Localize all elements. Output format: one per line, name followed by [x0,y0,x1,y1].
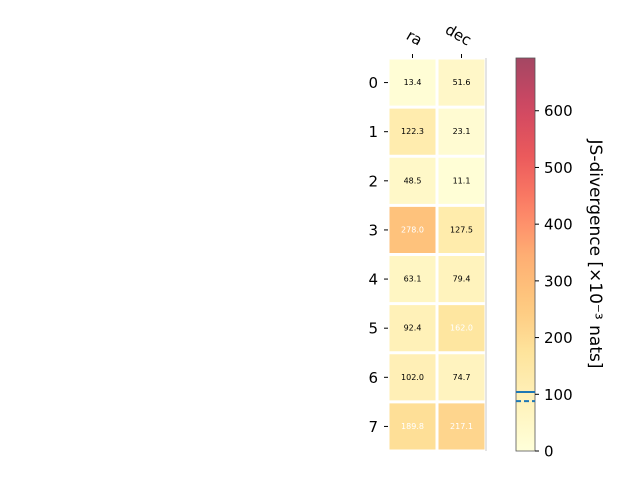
heatmap-cell-3-ra [389,206,436,253]
row-tick-label: 3 [368,221,378,239]
cell-value-label: 102.0 [401,373,424,382]
cell-value-label: 162.0 [450,324,473,333]
heatmap-cell-5-ra [389,305,436,352]
cell-value-label: 63.1 [404,275,422,284]
heatmap-cell-0-dec [438,59,485,106]
heatmap-cell-5-dec [438,305,485,352]
column-tick-label: ra [403,26,425,49]
cell-value-label: 189.8 [401,422,424,431]
cell-value-label: 79.4 [453,275,471,284]
row-tick-label: 4 [368,271,378,289]
row-tick-label: 5 [368,320,378,338]
colorbar: 0 100 200 300 400 500 600 [515,57,573,461]
cell-value-label: 11.1 [453,176,471,185]
cell-value-label: 278.0 [401,225,424,234]
cell-value-label: 217.1 [450,422,473,431]
heatmap-cells [389,59,485,450]
colorbar-tick-label: 200 [544,329,573,347]
cell-value-label: 51.6 [453,78,471,87]
heatmap-cell-7-ra [389,403,436,450]
colorbar-gradient [515,57,536,452]
column-tick-label: dec [442,20,474,49]
colorbar-tick-label: 600 [544,102,573,120]
cell-value-label: 48.5 [404,176,422,185]
heatmap-cell-4-dec [438,256,485,303]
row-tick-label: 6 [368,369,378,387]
row-tick-label: 7 [368,418,378,436]
cell-value-label: 23.1 [453,127,471,136]
row-tick-labels: 0 1 2 3 4 5 6 7 [368,74,388,436]
cell-value-label: 122.3 [401,127,424,136]
colorbar-tick-label: 100 [544,386,573,404]
heatmap-cell-0-ra [389,59,436,106]
heatmap-cell-4-ra [389,256,436,303]
cell-value-labels: 13.4 51.6 122.3 23.1 48.5 11.1 278.0 127.5 63.1 7… [401,78,473,431]
row-tick-label: 2 [368,172,378,190]
colorbar-tick-label: 500 [544,159,573,177]
column-tick-labels: ra dec [403,20,475,58]
colorbar-tick-label: 300 [544,272,573,290]
heatmap-cell-1-dec [438,108,485,155]
heatmap-cell-7-dec [438,403,485,450]
cell-value-label: 127.5 [450,225,473,234]
heatmap-cell-2-ra [389,157,436,204]
cell-value-label: 92.4 [404,324,422,333]
heatmap-cell-1-ra [389,108,436,155]
colorbar-tick-label: 400 [544,216,573,234]
row-tick-label: 1 [368,123,378,141]
heatmap-cell-6-ra [389,354,436,401]
heatmap-cell-3-dec [438,206,485,253]
row-tick-label: 0 [368,74,378,92]
colorbar-tick-label: 0 [544,443,554,461]
cell-value-label: 13.4 [404,78,422,87]
heatmap-cell-6-dec [438,354,485,401]
colorbar-label: JS-divergence [×10⁻³ nats] [585,139,605,369]
cell-value-label: 74.7 [453,373,471,382]
heatmap-cell-2-dec [438,157,485,204]
